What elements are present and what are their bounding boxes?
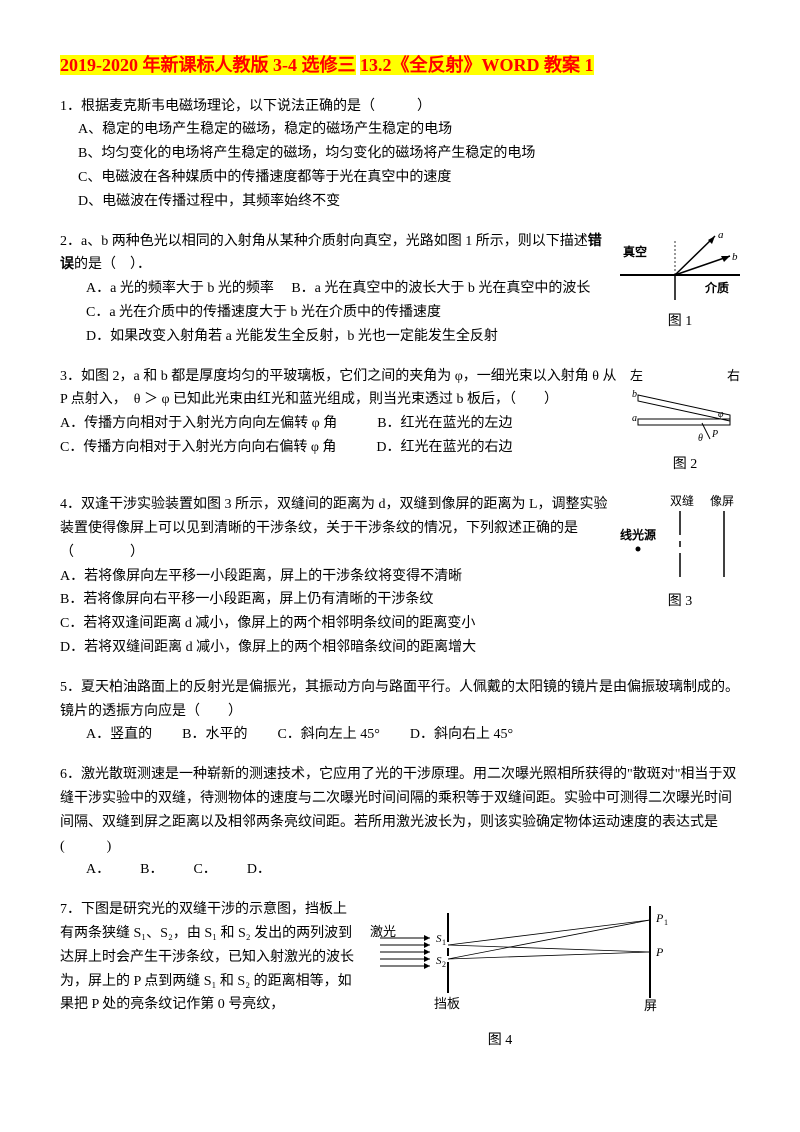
- q2-stem-2: 的是（ ）．: [74, 257, 151, 272]
- svg-text:1: 1: [442, 938, 446, 947]
- q1-stem: 1．根据麦克斯韦电磁场理论，以下说法正确的是（ ）: [60, 95, 740, 119]
- question-2: 2．a、b 两种色光以相同的入射角从某种介质射向真空，光路如图 1 所示，则以下…: [60, 230, 740, 349]
- q4-opt-c: C．若将双逢间距离 d 减小，像屏上的两个相邻明条纹间的距离变小: [60, 612, 610, 636]
- q5-opt-c: C．斜向左上 45°: [277, 723, 379, 747]
- medium-label: 介质: [704, 280, 729, 295]
- q6-opt-b: B．: [140, 858, 163, 882]
- ray-b-label: b: [732, 251, 738, 263]
- page-title: 2019-2020 年新课标人教版 3-4 选修三 13.2《全反射》WORD …: [60, 50, 740, 81]
- screen-label: 像屏: [710, 494, 734, 508]
- q2-opt-b: B．a 光在真空中的波长大于 b 光在真空中的波长: [291, 281, 590, 296]
- question-1: 1．根据麦克斯韦电磁场理论，以下说法正确的是（ ） A、稳定的电场产生稳定的磁场…: [60, 95, 740, 214]
- screen-q7-label: 屏: [644, 998, 657, 1013]
- q6-opt-d: D．: [247, 858, 271, 882]
- refraction-diagram: 真空 介质 a b: [620, 230, 740, 300]
- q7-stem: 7．下图是研究光的双缝干涉的示意图，挡板上有两条狭缝 S₁、S₂，由 S₁ 和 …: [60, 898, 360, 1017]
- q6-stem: 6．激光散斑测速是一种崭新的测速技术，它应用了光的干涉原理。用二次曝光照相所获得…: [60, 763, 740, 858]
- question-7: 7．下图是研究光的双缝干涉的示意图，挡板上有两条狭缝 S₁、S₂，由 S₁ 和 …: [60, 898, 740, 1053]
- q5-opt-b: B．水平的: [182, 723, 247, 747]
- fig2-label: 图 2: [630, 453, 740, 477]
- left-label: 左: [630, 365, 643, 387]
- q2-opt-d: D．如果改变入射角若 a 光能发生全反射，b 光也一定能发生全反射: [60, 325, 610, 349]
- q1-opt-d: D、电磁波在传播过程中，其频率始终不变: [78, 190, 740, 214]
- q5-stem: 5．夏天柏油路面上的反射光是偏振光，其振动方向与路面平行。人佩戴的太阳镜的镜片是…: [60, 676, 740, 724]
- figure-4: 激光 S1 S2 挡板 屏 P1 P: [370, 898, 630, 1053]
- svg-text:1: 1: [664, 918, 668, 927]
- q2-opt-c: C．a 光在介质中的传播速度大于 b 光在介质中的传播速度: [60, 301, 610, 325]
- figure-1: 真空 介质 a b 图 1: [620, 230, 740, 335]
- q5-opt-a: A．竖直的: [86, 723, 152, 747]
- ray-a-label: a: [718, 230, 724, 241]
- q1-options: A、稳定的电场产生稳定的磁场，稳定的磁场产生稳定的电场 B、均匀变化的电场将产生…: [60, 118, 740, 213]
- svg-text:P: P: [655, 945, 664, 959]
- laser-label: 激光: [370, 924, 396, 939]
- fig4-label: 图 4: [370, 1029, 630, 1053]
- question-4: 4．双逢干涉实验装置如图 3 所示，双缝间的距离为 d，双缝到像屏的距离为 L，…: [60, 493, 740, 660]
- figure-2: 左 右 b a φ P θ 图 2: [630, 365, 740, 478]
- question-3: 3．如图 2，a 和 b 都是厚度均匀的平玻璃板，它们之间的夹角为 φ，一细光束…: [60, 365, 740, 478]
- q3-opt-a: A．传播方向相对于入射光方向向左偏转 φ 角: [60, 412, 337, 436]
- svg-text:2: 2: [442, 960, 446, 969]
- question-5: 5．夏天柏油路面上的反射光是偏振光，其振动方向与路面平行。人佩戴的太阳镜的镜片是…: [60, 676, 740, 747]
- figure-3: 双缝 像屏 线光源 图 3: [620, 493, 740, 614]
- q2-opt-a: A．a 光的频率大于 b 光的频率: [86, 281, 274, 296]
- source-label: 线光源: [620, 527, 656, 542]
- q3-stem: 3．如图 2，a 和 b 都是厚度均匀的平玻璃板，它们之间的夹角为 φ，一细光束…: [60, 365, 620, 413]
- right-label: 右: [727, 365, 740, 387]
- q1-opt-a: A、稳定的电场产生稳定的磁场，稳定的磁场产生稳定的电场: [78, 118, 740, 142]
- document-page: 2019-2020 年新课标人教版 3-4 选修三 13.2《全反射》WORD …: [0, 0, 800, 1109]
- svg-text:P: P: [655, 911, 664, 925]
- interference-diagram: 激光 S1 S2 挡板 屏 P1 P: [370, 898, 670, 1018]
- slit-label: 双缝: [670, 493, 694, 508]
- q3-opt-c: C．传播方向相对于入射光方向向右偏转 φ 角: [60, 436, 336, 460]
- svg-text:a: a: [632, 413, 637, 424]
- q3-opt-d: D．红光在蓝光的右边: [376, 436, 512, 460]
- fig3-label: 图 3: [620, 590, 740, 614]
- svg-text:b: b: [632, 389, 637, 400]
- q4-opt-d: D．若将双缝间距离 d 减小，像屏上的两个相邻暗条纹间的距离增大: [60, 636, 610, 660]
- fig1-label: 图 1: [620, 310, 740, 334]
- svg-text:P: P: [711, 429, 718, 440]
- svg-text:φ: φ: [718, 409, 724, 420]
- vacuum-label: 真空: [623, 244, 647, 259]
- svg-text:θ: θ: [698, 433, 703, 443]
- q1-opt-c: C、电磁波在各种媒质中的传播速度都等于光在真空中的速度: [78, 166, 740, 190]
- title-part-1: 2019-2020 年新课标人教版 3-4 选修三: [60, 55, 356, 75]
- q6-opt-a: A．: [86, 858, 110, 882]
- question-6: 6．激光散斑测速是一种崭新的测速技术，它应用了光的干涉原理。用二次曝光照相所获得…: [60, 763, 740, 882]
- q2-stem-1: 2．a、b 两种色光以相同的入射角从某种介质射向真空，光路如图 1 所示，则以下…: [60, 234, 588, 249]
- q6-opt-c: C．: [193, 858, 216, 882]
- q4-opt-a: A．若将像屏向左平移一小段距离，屏上的干涉条纹将变得不清晰: [60, 565, 610, 589]
- q3-opt-b: B．红光在蓝光的左边: [377, 412, 512, 436]
- q4-opt-b: B．若将像屏向右平移一小段距离，屏上仍有清晰的干涉条纹: [60, 588, 610, 612]
- q4-stem: 4．双逢干涉实验装置如图 3 所示，双缝间的距离为 d，双缝到像屏的距离为 L，…: [60, 493, 610, 564]
- glass-plates-diagram: b a φ P θ: [630, 387, 740, 443]
- q5-opt-d: D．斜向右上 45°: [410, 723, 513, 747]
- q1-opt-b: B、均匀变化的电场将产生稳定的磁场，均匀变化的磁场将产生稳定的电场: [78, 142, 740, 166]
- double-slit-diagram: 双缝 像屏 线光源: [620, 493, 740, 579]
- baffle-label: 挡板: [434, 996, 460, 1011]
- title-part-2: 13.2《全反射》WORD 教案 1: [360, 55, 594, 75]
